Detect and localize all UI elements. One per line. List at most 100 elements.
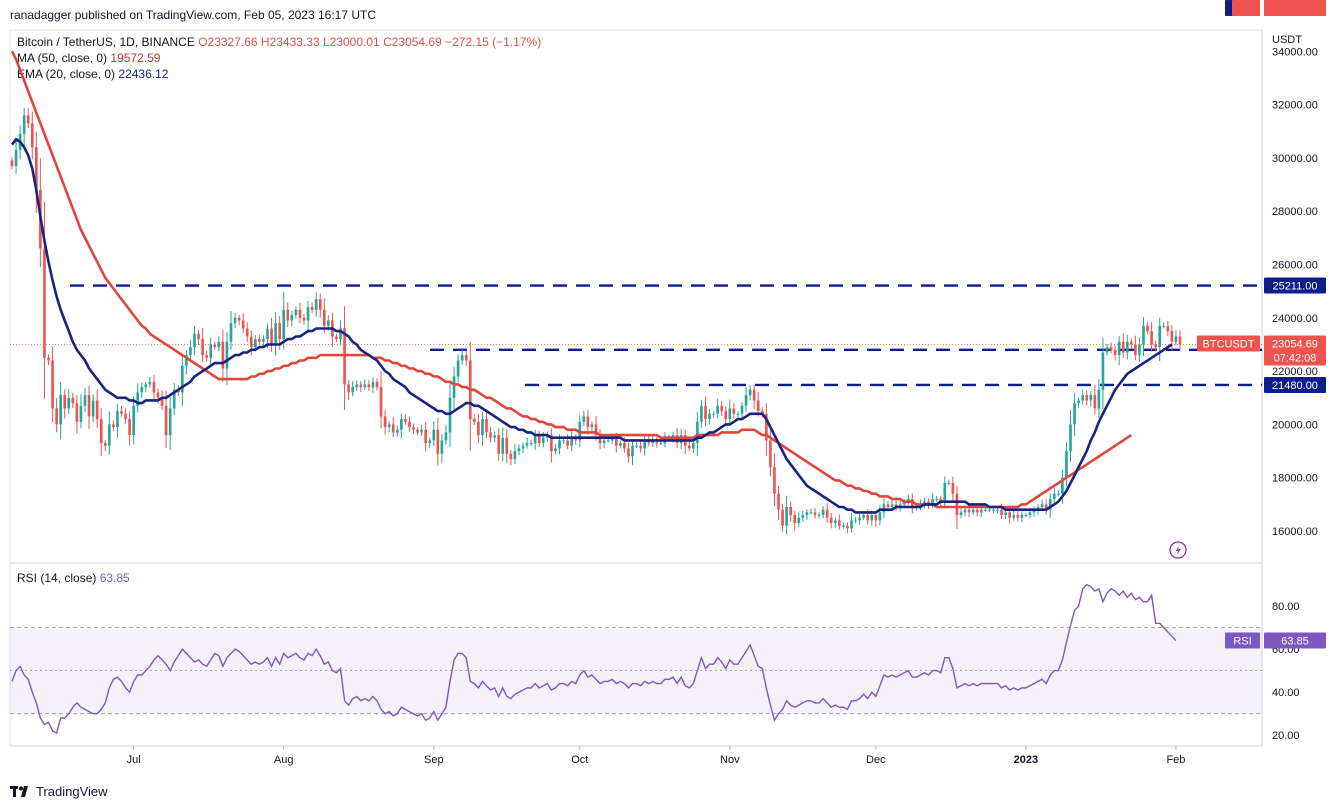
candle-body xyxy=(400,419,403,430)
candle-body xyxy=(302,317,306,321)
candle xyxy=(740,401,744,418)
candle xyxy=(781,503,784,532)
candle xyxy=(436,417,440,466)
candle-body xyxy=(525,443,529,446)
candle-body xyxy=(781,509,784,526)
alert-icon[interactable] xyxy=(1169,541,1187,559)
candle xyxy=(359,381,363,392)
tradingview-brand[interactable]: TradingView xyxy=(10,784,108,799)
candle-body xyxy=(444,432,448,441)
candle-body xyxy=(1089,395,1093,401)
candle-body xyxy=(1142,325,1145,345)
candle xyxy=(574,434,578,445)
candle xyxy=(712,411,715,418)
candle-body xyxy=(189,347,192,356)
candle xyxy=(468,342,472,451)
candle xyxy=(1130,338,1133,350)
candle-body xyxy=(643,440,646,449)
candle-body xyxy=(404,419,407,422)
candle-body xyxy=(505,437,509,454)
candle-body xyxy=(1032,509,1036,513)
price-tick-label: 32000.00 xyxy=(1272,100,1318,112)
candle-body xyxy=(1028,512,1032,516)
candle-body xyxy=(83,395,87,406)
candle-body xyxy=(30,123,34,148)
candle-body xyxy=(785,507,788,526)
candle xyxy=(570,431,573,452)
candle-body xyxy=(501,437,505,454)
candle xyxy=(1044,499,1048,515)
candle xyxy=(765,403,768,457)
candle-body xyxy=(1113,349,1117,356)
candle xyxy=(286,302,290,328)
candle-body xyxy=(732,408,736,414)
candle-body xyxy=(266,328,269,340)
candle-body xyxy=(408,421,411,428)
candle-body xyxy=(947,483,951,485)
candle xyxy=(829,513,833,529)
candle xyxy=(497,428,500,461)
candle-body xyxy=(574,437,578,441)
candle-body xyxy=(95,400,99,420)
candle-body xyxy=(687,445,691,449)
candle xyxy=(444,424,448,445)
candle xyxy=(943,476,947,509)
ema-legend[interactable]: EMA (20, close, 0) 22436.12 xyxy=(17,66,168,82)
candle-body xyxy=(1004,512,1007,516)
candle xyxy=(213,341,217,350)
candle xyxy=(51,346,54,423)
level-price-badge-bg xyxy=(1264,277,1326,294)
candle xyxy=(1166,320,1170,337)
candle-body xyxy=(160,397,164,406)
candle-layer xyxy=(10,107,1182,535)
candle-body xyxy=(343,328,346,385)
candle xyxy=(1121,333,1125,359)
candle xyxy=(432,421,436,447)
candle-body xyxy=(773,467,776,494)
symbol-name[interactable]: Bitcoin / TetherUS, 1D, BINANCE xyxy=(17,35,195,49)
rsi-legend-value: 63.85 xyxy=(99,571,130,585)
candle-body xyxy=(906,499,910,502)
candle-body xyxy=(237,317,241,321)
rsi-tag-bg xyxy=(1225,632,1260,649)
candle-body xyxy=(489,432,492,438)
candle-body xyxy=(996,509,999,511)
candle xyxy=(785,495,788,535)
tradingview-logo-icon xyxy=(10,785,28,797)
candle xyxy=(1125,334,1129,360)
candle-body xyxy=(728,408,732,420)
candle-body xyxy=(1125,341,1129,353)
candle-body xyxy=(395,429,399,433)
candle-body xyxy=(659,443,663,445)
candle xyxy=(643,435,646,456)
candle-body xyxy=(432,429,436,441)
candle xyxy=(1170,325,1174,351)
candle-body xyxy=(651,440,655,444)
candle xyxy=(375,378,379,391)
candle-body xyxy=(75,403,79,422)
line-layer xyxy=(10,50,1177,735)
candle-body xyxy=(967,509,971,513)
candle xyxy=(947,479,951,486)
level-price-badge-bg xyxy=(1264,376,1326,393)
candle-body xyxy=(858,517,861,521)
ohlc-close: C23054.69 xyxy=(383,35,442,49)
candle-body xyxy=(1146,325,1149,332)
candle-body xyxy=(103,443,107,446)
time-tick-label: Aug xyxy=(274,754,294,766)
candle-body xyxy=(744,395,748,406)
candle-body xyxy=(1105,347,1109,353)
candle xyxy=(99,407,103,456)
candle-body xyxy=(156,392,160,398)
candle-body xyxy=(35,147,38,190)
ma-legend[interactable]: MA (50, close, 0) 19572.59 xyxy=(17,50,160,66)
rsi-tick-label: 40.00 xyxy=(1272,687,1300,699)
candle xyxy=(262,335,265,347)
candle-body xyxy=(533,435,537,444)
candle-body xyxy=(537,435,541,444)
candle xyxy=(1138,337,1141,362)
candle-body xyxy=(797,517,801,524)
candle-body xyxy=(550,435,553,452)
rsi-legend[interactable]: RSI (14, close) 63.85 xyxy=(17,570,130,586)
